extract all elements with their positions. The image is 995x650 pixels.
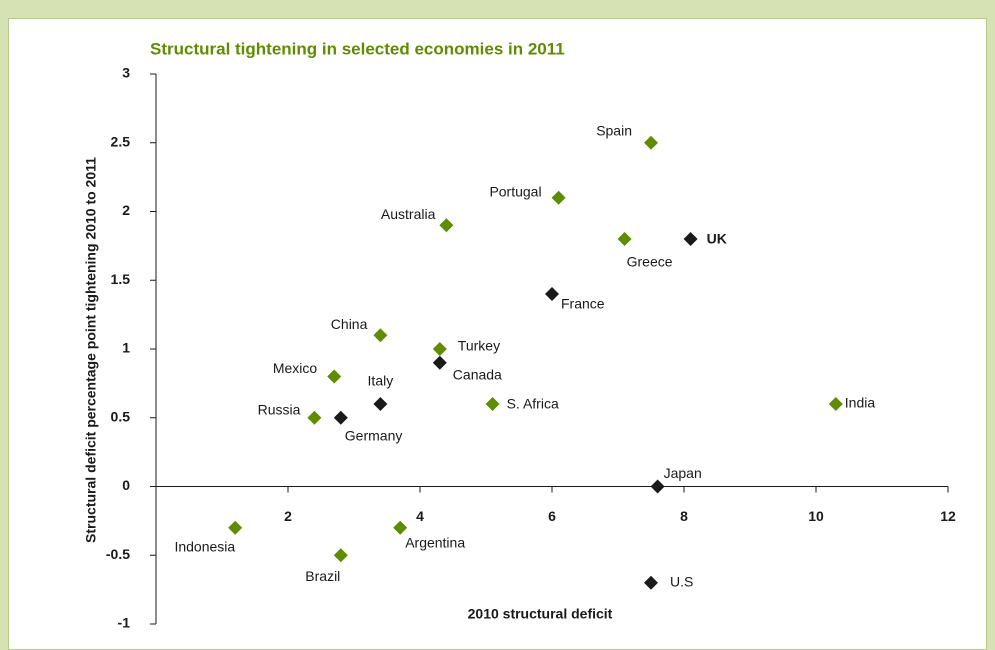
point-label: Germany: [345, 427, 403, 443]
point-label: U.S: [670, 573, 693, 589]
y-tick-label: 3: [122, 65, 130, 81]
point-label: Russia: [258, 401, 301, 417]
point-label: Portugal: [489, 183, 541, 199]
y-tick-label: 2.5: [111, 133, 131, 149]
panel: [8, 18, 987, 650]
x-tick-label: 10: [808, 508, 824, 524]
point: [432, 342, 447, 356]
point: [373, 328, 388, 343]
y-tick-label: 1.5: [111, 271, 131, 287]
x-tick-label: 8: [680, 508, 688, 524]
point-label: France: [561, 296, 605, 312]
point: [439, 218, 454, 233]
point-label: Canada: [453, 366, 502, 382]
y-tick-label: 2: [122, 202, 130, 218]
point: [650, 479, 665, 494]
point-label: S. Africa: [507, 396, 559, 412]
point: [228, 520, 243, 535]
point-label: UK: [707, 231, 727, 247]
x-tick-label: 2: [284, 508, 292, 524]
point-label: Greece: [627, 254, 673, 270]
point-label: Italy: [368, 373, 394, 389]
y-tick-label: 0: [122, 477, 130, 493]
point-label: Australia: [381, 206, 436, 222]
point: [545, 287, 559, 301]
point-label: Brazil: [305, 568, 340, 584]
point: [307, 410, 322, 425]
point: [373, 397, 388, 411]
y-tick-label: -1: [118, 615, 131, 631]
point-label: Japan: [664, 465, 702, 481]
point-label: China: [331, 316, 368, 332]
point: [327, 369, 342, 384]
x-tick-label: 12: [940, 508, 956, 524]
point: [551, 190, 566, 205]
point: [644, 135, 658, 150]
point: [432, 355, 447, 370]
point: [828, 397, 843, 411]
x-tick-label: 6: [548, 508, 556, 524]
point: [683, 232, 698, 246]
point: [333, 410, 348, 425]
point: [617, 232, 632, 246]
y-tick-label: 1: [122, 340, 130, 356]
y-tick-label: -0.5: [106, 546, 130, 562]
point: [333, 548, 348, 563]
point-label: Argentina: [405, 534, 465, 550]
point-label: Indonesia: [174, 538, 235, 554]
point-label: Turkey: [458, 338, 500, 354]
y-axis-label: Structural deficit percentage point tigh…: [83, 157, 99, 543]
point: [393, 520, 408, 535]
point-label: Mexico: [273, 360, 318, 376]
point: [644, 575, 658, 590]
y-tick-label: 0.5: [111, 408, 131, 424]
point: [485, 397, 500, 411]
x-tick-label: 4: [416, 508, 424, 524]
point-label: Spain: [596, 122, 632, 138]
point-label: India: [845, 395, 876, 411]
x-axis-label: 2010 structural deficit: [468, 606, 613, 622]
chart-title: Structural tightening in selected econom…: [150, 39, 565, 58]
